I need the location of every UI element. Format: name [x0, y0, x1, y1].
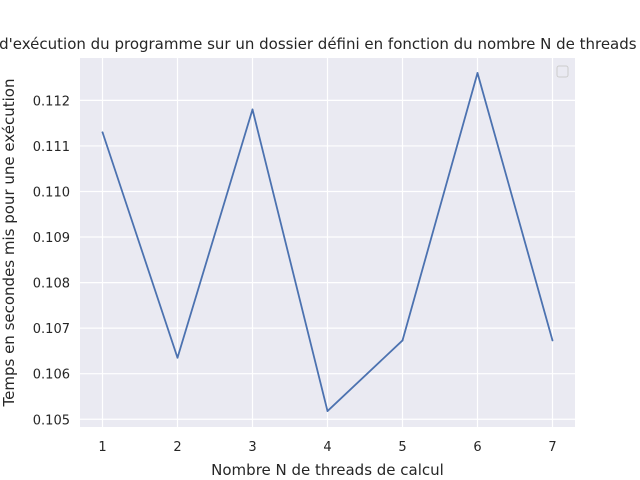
x-tick-label: 6 [473, 440, 481, 455]
y-tick-label: 0.108 [33, 277, 70, 292]
data-point [251, 108, 254, 111]
y-tick-label: 0.111 [33, 140, 70, 155]
data-point [326, 410, 329, 412]
y-tick-label: 0.107 [33, 322, 70, 337]
data-point [176, 356, 179, 359]
data-point [551, 339, 554, 342]
x-tick-label: 3 [248, 440, 256, 455]
y-tick-label: 0.110 [33, 185, 70, 200]
y-tick-label: 0.109 [33, 231, 70, 246]
grid-lines [80, 58, 575, 427]
legend-box [556, 65, 569, 78]
data-point [101, 131, 104, 134]
x-tick-label: 1 [98, 440, 106, 455]
chart-title: Temps d'exécution du programme sur un do… [0, 35, 640, 53]
x-tick-label: 2 [173, 440, 181, 455]
y-tick-label: 0.112 [33, 94, 70, 109]
y-tick-labels: 0.105 0.106 0.107 0.108 0.109 0.110 0.111 0.112 [33, 94, 70, 428]
y-axis-label: Temps en secondes mis pour une exécution [0, 79, 18, 408]
y-tick-label: 0.106 [33, 368, 70, 383]
x-tick-label: 4 [323, 440, 331, 455]
y-tick-label: 0.105 [33, 413, 70, 428]
data-point [401, 339, 404, 342]
series-layer [101, 72, 554, 412]
x-tick-label: 5 [398, 440, 406, 455]
x-tick-label: 7 [548, 440, 556, 455]
x-axis-label: Nombre N de threads de calcul [211, 461, 444, 479]
x-tick-labels: 1 2 3 4 5 6 7 [98, 440, 556, 455]
plot-area [80, 58, 575, 427]
data-point [476, 72, 479, 74]
